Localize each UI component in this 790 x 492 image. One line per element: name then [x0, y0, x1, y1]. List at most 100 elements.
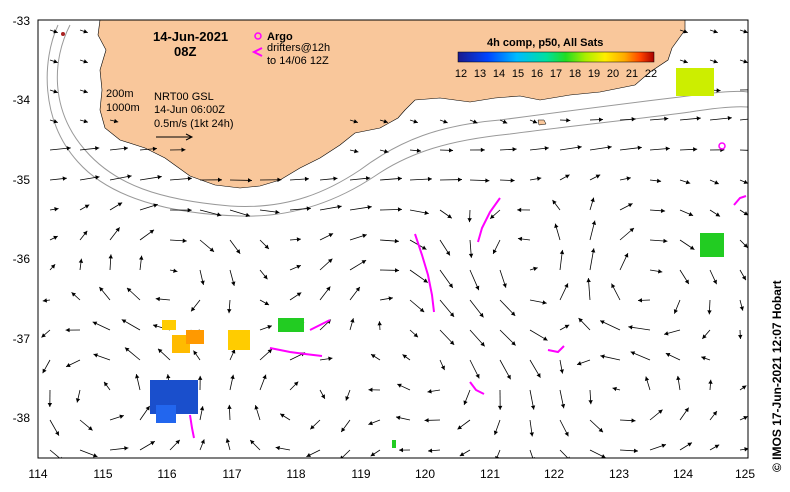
current-vector-head — [152, 146, 157, 152]
colorbar-tick: 17 — [550, 68, 562, 80]
current-vector-head — [113, 118, 119, 124]
lon-tick-label: 123 — [609, 467, 629, 481]
current-vector-head — [267, 325, 272, 330]
current-vector-head — [559, 249, 565, 255]
current-vector-head — [479, 312, 484, 318]
current-vector-head — [591, 220, 597, 225]
current-vector-head — [424, 210, 429, 215]
current-vector-head — [247, 178, 252, 183]
sst-patches — [150, 68, 724, 448]
isobath-1000m — [46, 24, 748, 217]
current-vector-head — [397, 207, 402, 212]
current-vector-head — [53, 235, 58, 240]
lon-tick-label: 121 — [480, 467, 500, 481]
sst-patch — [162, 320, 176, 330]
current-vector-head — [443, 119, 448, 124]
current-vector-head — [628, 203, 633, 208]
sst-patch — [392, 440, 396, 448]
current-vector-head — [182, 238, 187, 243]
current-vector-head — [362, 233, 367, 238]
current-vector-head — [321, 394, 325, 399]
current-vector-head — [181, 147, 186, 153]
current-vector-head — [93, 353, 98, 358]
current-vector-head — [712, 411, 717, 416]
current-vector-head — [230, 374, 235, 380]
current-vector-head — [707, 310, 712, 315]
longitude-axis: 114 115 116 117 118 119 120 121 122 123 … — [28, 467, 755, 481]
current-vector-head — [84, 204, 90, 209]
argo-legend-icon — [254, 32, 262, 40]
current-vector-head — [506, 374, 511, 380]
current-vector-head — [490, 214, 495, 219]
current-vector-head — [637, 145, 642, 151]
current-vector-head — [75, 398, 81, 403]
current-vector-head — [53, 89, 58, 94]
current-vector-head — [209, 247, 215, 252]
drifter-tracks — [189, 195, 747, 439]
current-vector-head — [607, 145, 612, 150]
current-vector-head — [396, 415, 401, 420]
current-vector-head — [588, 400, 593, 405]
contour-1000m-label: 1000m — [106, 102, 140, 114]
current-vector-head — [564, 283, 569, 288]
current-vector-head — [565, 174, 570, 179]
sst-patch — [172, 335, 190, 353]
current-vector-head — [595, 174, 601, 179]
current-vector-head — [231, 281, 236, 286]
current-vector-head — [687, 442, 692, 447]
current-vector-head — [383, 119, 388, 124]
lon-tick-label: 115 — [93, 467, 112, 481]
current-vector-head — [497, 405, 503, 410]
current-vector-head — [47, 402, 53, 407]
current-vector-head — [758, 116, 762, 120]
current-vector-head — [502, 119, 508, 124]
current-vector-head — [577, 361, 582, 366]
current-vector-head — [492, 249, 497, 254]
lon-tick-label: 125 — [735, 467, 755, 481]
current-vector-head — [533, 266, 538, 271]
current-vector-head — [350, 318, 355, 323]
lon-tick-label: 119 — [351, 467, 370, 481]
current-vector-head — [187, 207, 192, 213]
current-vector-head — [544, 146, 549, 151]
current-vector-head — [601, 454, 606, 458]
current-vector-head — [327, 258, 333, 264]
lon-tick-label: 122 — [544, 467, 564, 481]
current-vector-head — [368, 420, 373, 426]
current-vector-head — [633, 448, 639, 454]
current-vector-head — [175, 439, 180, 445]
lat-tick-label: -35 — [13, 173, 31, 187]
current-vector-head — [149, 229, 155, 234]
lon-tick-label: 124 — [673, 467, 693, 481]
current-vector-head — [127, 174, 132, 179]
drifter-track — [477, 197, 501, 243]
current-vector-head — [78, 258, 84, 263]
current-vector-head — [512, 147, 517, 152]
lat-tick-label: -37 — [13, 332, 31, 346]
current-vector-head — [739, 306, 744, 311]
current-vector-head — [368, 387, 373, 393]
current-vector-head — [480, 147, 485, 153]
lat-tick-label: -33 — [13, 14, 31, 28]
credit-block: © IMOS 17-Jun-2021 12:07 Hobart — [770, 280, 784, 472]
current-vector-head — [657, 269, 663, 274]
current-vector-head — [467, 218, 472, 223]
current-vector-head — [333, 176, 338, 181]
current-vector-head — [65, 327, 70, 333]
drifter-track — [189, 414, 195, 439]
current-vector-head — [626, 176, 631, 181]
current-vector-head — [665, 352, 671, 357]
current-vector-head — [397, 176, 402, 181]
current-vector-head — [664, 116, 669, 122]
current-vector — [559, 449, 569, 458]
current-vector-head — [413, 119, 418, 124]
current-vector-head — [293, 381, 299, 386]
current-vector-head — [683, 59, 688, 64]
current-vector-head — [88, 426, 93, 431]
current-vector-head — [530, 405, 536, 410]
current-vector-head — [598, 117, 604, 122]
current-vector-head — [124, 347, 130, 352]
current-vector-head — [123, 146, 129, 151]
current-vector-head — [365, 176, 371, 181]
current-vector-head — [155, 296, 160, 302]
